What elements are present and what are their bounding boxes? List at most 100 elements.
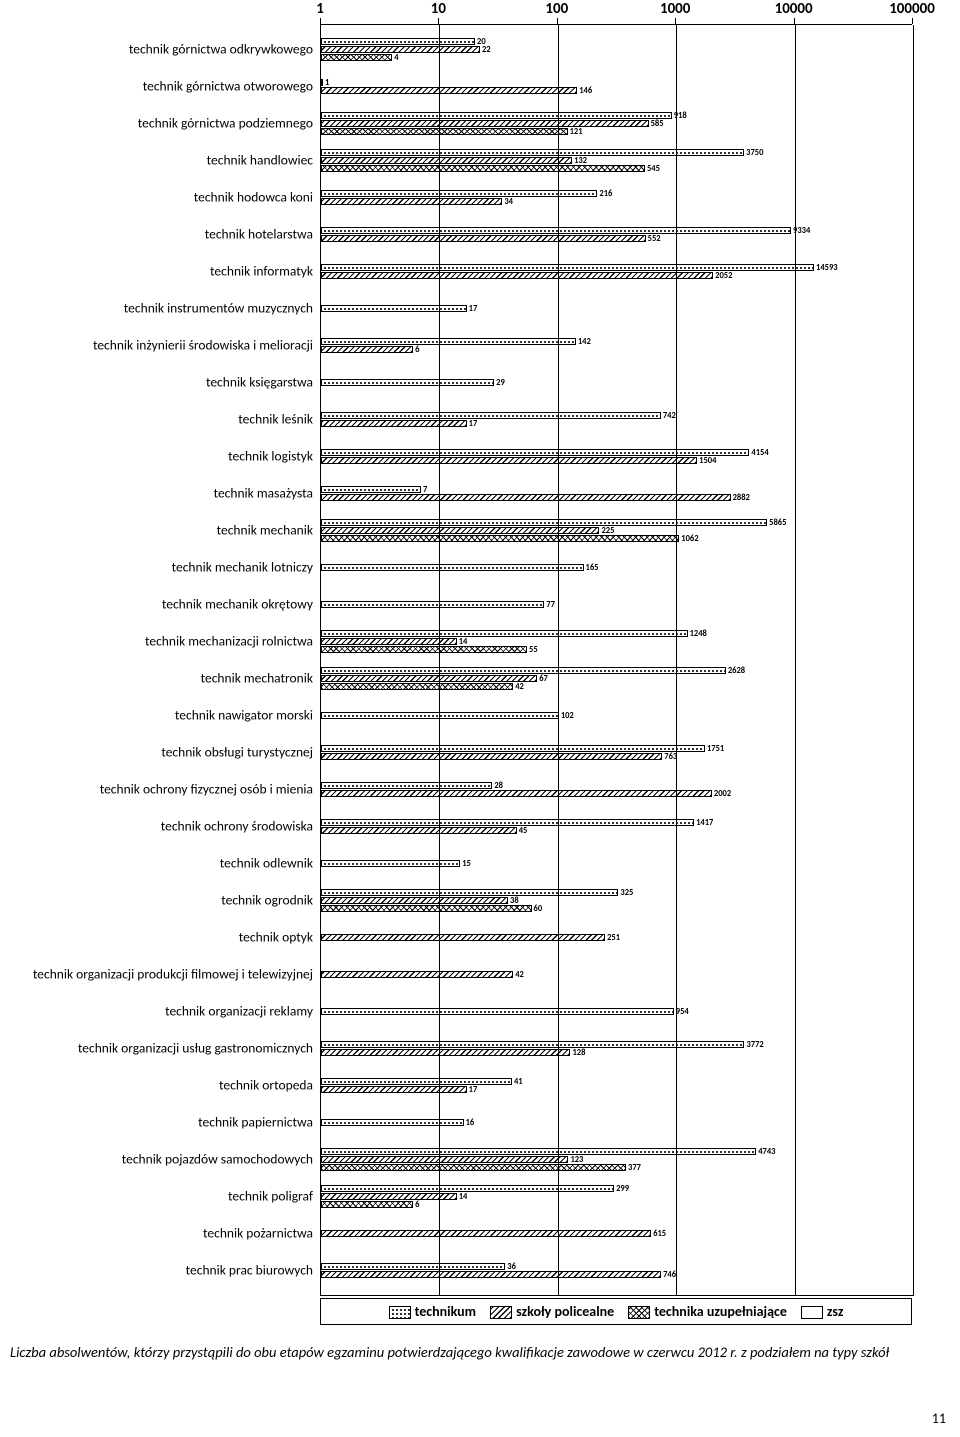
figure-caption: Liczba absolwentów, którzy przystąpili d… — [10, 1343, 950, 1362]
bar-value-label: 29 — [496, 378, 505, 388]
bar-group: 16 — [321, 1106, 913, 1139]
category-label: technik leśnik — [7, 412, 313, 427]
category-row: technik pożarnictwa615 — [321, 1215, 913, 1252]
bar-group: 141745 — [321, 810, 913, 843]
bar-value-label: 2052 — [715, 271, 732, 281]
gridline — [676, 25, 677, 1295]
bar-value-label: 42 — [515, 682, 524, 692]
bar-uzup: 121 — [321, 128, 568, 135]
bar-group: 58652251062 — [321, 514, 913, 547]
legend-item: zsz — [801, 1303, 844, 1320]
x-tick-label: 100 — [545, 0, 568, 18]
bar-technikum: 142 — [321, 338, 576, 345]
category-row: technik obsługi turystycznej1751763 — [321, 734, 913, 771]
category-label: technik inżynierii środowiska i meliorac… — [7, 338, 313, 353]
bar-policealne: 585 — [321, 120, 649, 127]
bar-policealne: 2052 — [321, 272, 713, 279]
bar-group: 72882 — [321, 477, 913, 510]
category-label: technik prac biurowych — [7, 1263, 313, 1278]
category-row: technik hodowca koni21634 — [321, 179, 913, 216]
bar-group: 299146 — [321, 1180, 913, 1213]
bar-group: 954 — [321, 995, 913, 1028]
category-row: technik ogrodnik3253860 — [321, 882, 913, 919]
bar-uzup: 42 — [321, 683, 513, 690]
category-label: technik górnictwa podziemnego — [7, 116, 313, 131]
bar-policealne: 14 — [321, 638, 457, 645]
bar-policealne: 17 — [321, 1086, 467, 1093]
category-row: technik nawigator morski102 — [321, 697, 913, 734]
bar-value-label: 1248 — [690, 629, 707, 639]
bar-value-label: 1 — [325, 78, 329, 88]
bar-value-label: 4743 — [758, 1147, 775, 1157]
bar-group: 42 — [321, 958, 913, 991]
x-tick — [438, 18, 439, 24]
bar-group: 15 — [321, 847, 913, 880]
legend-label: szkoły policealne — [516, 1303, 614, 1320]
bar-group: 29 — [321, 366, 913, 399]
x-tick — [912, 18, 913, 24]
bar-value-label: 299 — [616, 1184, 629, 1194]
bar-value-label: 17 — [469, 304, 478, 314]
gridline — [439, 25, 440, 1295]
bar-policealne: 6 — [321, 346, 413, 353]
bar-group: 1751763 — [321, 736, 913, 769]
x-axis-top: 110100100010000100000 — [320, 0, 912, 25]
category-row: technik optyk251 — [321, 919, 913, 956]
bar-value-label: 545 — [647, 164, 660, 174]
category-label: technik mechatronik — [7, 671, 313, 686]
x-tick — [794, 18, 795, 24]
bar-technikum: 7 — [321, 486, 421, 493]
category-row: technik hotelarstwa9334552 — [321, 216, 913, 253]
bar-value-label: 552 — [648, 234, 661, 244]
legend-swatch — [801, 1306, 823, 1319]
bar-value-label: 17 — [469, 1085, 478, 1095]
category-label: technik ortopeda — [7, 1078, 313, 1093]
bar-technikum: 4743 — [321, 1148, 756, 1155]
bar-policealne: 746 — [321, 1271, 661, 1278]
bar-policealne: 42 — [321, 971, 513, 978]
category-label: technik ochrony fizycznej osób i mienia — [7, 782, 313, 797]
bar-group: 615 — [321, 1217, 913, 1250]
bar-policealne: 14 — [321, 1193, 457, 1200]
bar-policealne: 128 — [321, 1049, 570, 1056]
bar-rows-container: technik górnictwa odkrywkowego20224techn… — [321, 25, 913, 1295]
bar-group: 3253860 — [321, 884, 913, 917]
category-row: technik leśnik74217 — [321, 401, 913, 438]
bar-policealne: 45 — [321, 827, 517, 834]
bar-technikum: 2628 — [321, 667, 726, 674]
category-label: technik ogrodnik — [7, 893, 313, 908]
bar-value-label: 1504 — [699, 456, 716, 466]
category-row: technik prac biurowych36746 — [321, 1252, 913, 1289]
gridline — [558, 25, 559, 1295]
horizontal-log-bar-chart: 110100100010000100000 technik górnictwa … — [10, 0, 950, 1325]
bar-technikum: 20 — [321, 38, 475, 45]
bar-value-label: 15 — [462, 859, 471, 869]
bar-uzup: 6 — [321, 1201, 413, 1208]
bar-technikum: 954 — [321, 1008, 674, 1015]
bar-value-label: 742 — [663, 411, 676, 421]
bar-technikum: 325 — [321, 889, 618, 896]
category-row: technik organizacji reklamy954 — [321, 993, 913, 1030]
bar-technikum: 1 — [321, 79, 323, 86]
category-label: technik hodowca koni — [7, 190, 313, 205]
bar-group: 3772128 — [321, 1032, 913, 1065]
x-tick-label: 10000 — [775, 0, 813, 18]
x-tick-label: 10 — [431, 0, 446, 18]
bar-value-label: 14 — [459, 1192, 468, 1202]
bar-technikum: 16 — [321, 1119, 464, 1126]
category-row: technik ochrony fizycznej osób i mienia2… — [321, 771, 913, 808]
bar-value-label: 128 — [572, 1048, 585, 1058]
bar-policealne: 38 — [321, 897, 508, 904]
category-label: technik organizacji produkcji filmowej i… — [7, 967, 313, 982]
bar-value-label: 746 — [663, 1270, 676, 1280]
bar-technikum: 36 — [321, 1263, 505, 1270]
bar-value-label: 42 — [515, 970, 524, 980]
bar-value-label: 6 — [415, 1200, 419, 1210]
bar-policealne: 1504 — [321, 457, 697, 464]
x-tick-label: 1000 — [660, 0, 690, 18]
bar-value-label: 6 — [415, 345, 419, 355]
category-label: technik odlewnik — [7, 856, 313, 871]
bar-group: 102 — [321, 699, 913, 732]
category-label: technik pojazdów samochodowych — [7, 1152, 313, 1167]
bar-group: 20224 — [321, 33, 913, 66]
